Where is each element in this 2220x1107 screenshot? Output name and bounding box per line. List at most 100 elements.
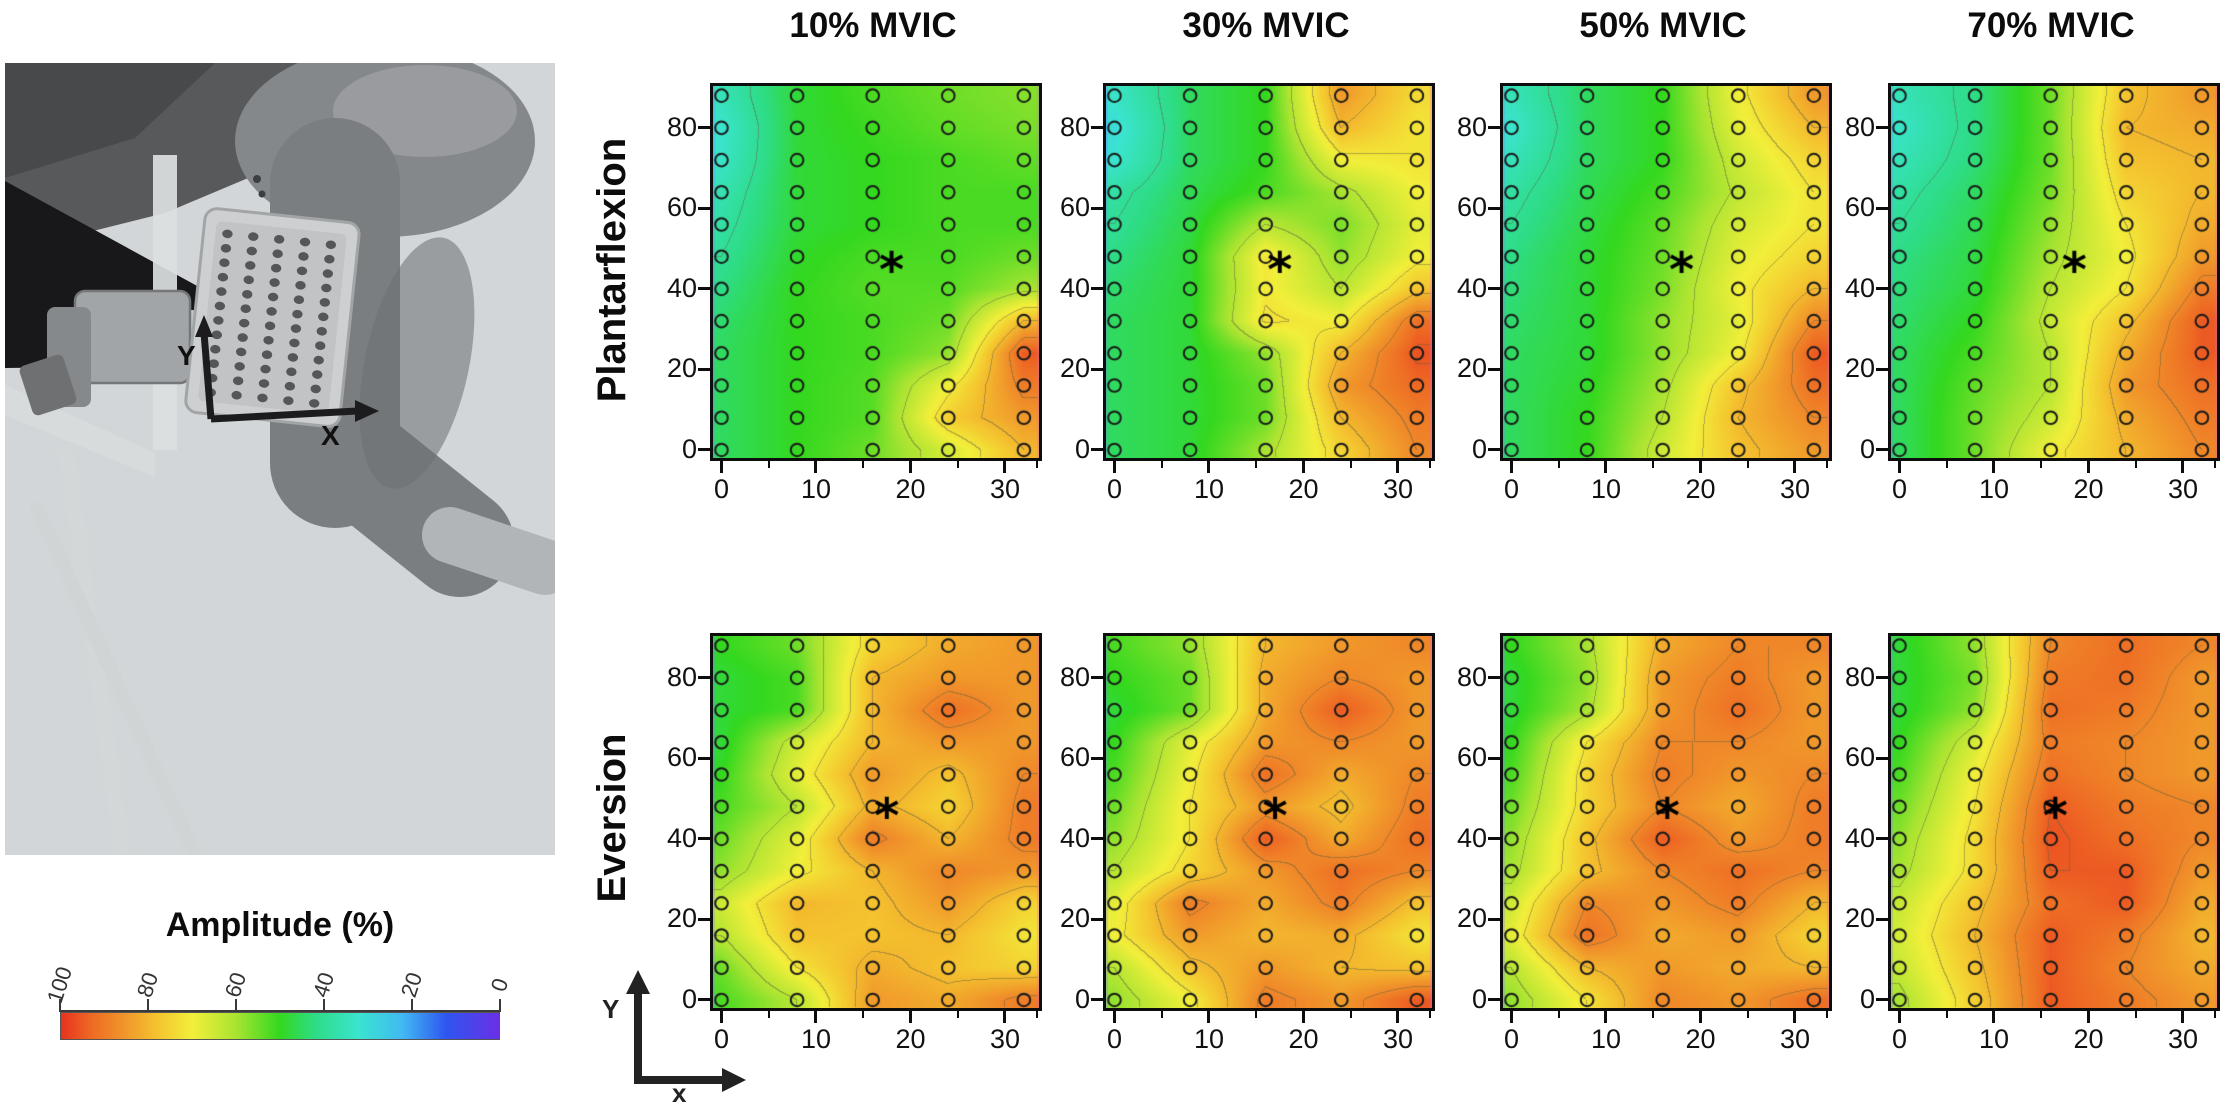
colorbar-tick-mark xyxy=(411,999,413,1012)
y-tick-mark xyxy=(1488,206,1500,210)
y-tick-label: 40 xyxy=(1844,822,1875,853)
colorbar-tick-mark xyxy=(59,999,61,1012)
x-minor-tick-mark xyxy=(1557,461,1560,468)
row-label-eversion: Eversion xyxy=(590,733,634,903)
electrode-grid xyxy=(205,229,337,408)
photo-y-arrow xyxy=(200,332,215,420)
y-tick-mark xyxy=(1091,756,1103,760)
electrode-hole xyxy=(239,318,250,328)
y-tick-mark xyxy=(698,126,710,130)
setup-photo-illustration: Y X xyxy=(5,45,573,858)
x-tick-mark xyxy=(2086,1011,2090,1023)
y-tick-mark xyxy=(1091,287,1103,291)
x-tick-label: 20 xyxy=(2073,1024,2104,1054)
y-tick-label: 80 xyxy=(1844,111,1875,142)
y-tick-label: 0 xyxy=(1471,983,1487,1014)
x-tick-label: 30 xyxy=(989,474,1020,504)
x-tick-label: 30 xyxy=(1382,474,1413,504)
electrode-hole xyxy=(319,298,331,307)
x-minor-tick-mark xyxy=(1255,461,1258,468)
y-tick-label: 0 xyxy=(1471,433,1487,464)
x-minor-tick-mark xyxy=(1945,461,1948,468)
x-minor-tick-mark xyxy=(862,461,865,468)
electrode-hole xyxy=(295,280,306,290)
icon-x-label: x xyxy=(672,1078,687,1102)
colorbar-tick-label: 20 xyxy=(395,969,428,1001)
colorbar-tick-label: 80 xyxy=(131,969,164,1001)
y-tick-mark xyxy=(1876,917,1888,921)
photo-y-arrowhead xyxy=(195,315,213,337)
y-tick-mark xyxy=(1488,676,1500,680)
electrode-hole xyxy=(232,376,244,386)
electrode-patch xyxy=(184,207,361,428)
y-tick-label: 40 xyxy=(1456,822,1487,853)
x-tick-mark xyxy=(1207,461,1211,473)
electrode-hole xyxy=(248,232,259,241)
y-tick-label: 60 xyxy=(1456,192,1487,223)
y-tick-mark xyxy=(1091,998,1103,1002)
electrode-hole xyxy=(292,309,303,319)
colorbar-tick-label: 0 xyxy=(485,975,514,995)
y-tick-label: 60 xyxy=(1844,192,1875,223)
electrode-hole xyxy=(231,390,242,400)
x-tick-mark xyxy=(720,1011,723,1023)
heatmap-canvas xyxy=(1106,636,1432,1008)
electrode-hole xyxy=(211,330,223,340)
y-tick-mark xyxy=(1876,756,1888,760)
x-minor-tick-mark xyxy=(1160,461,1163,468)
electrode-hole xyxy=(217,272,229,282)
x-minor-tick-mark xyxy=(2040,1011,2043,1018)
x-minor-tick-mark xyxy=(2214,1011,2217,1018)
x-tick-mark xyxy=(1992,1011,1996,1023)
x-tick-mark xyxy=(1698,1011,1702,1023)
y-tick-label: 0 xyxy=(681,983,697,1014)
x-tick-label: 30 xyxy=(2167,1024,2198,1054)
electrode-hole xyxy=(270,263,282,273)
x-tick-label: 0 xyxy=(1891,1024,1908,1054)
y-tick-label: 40 xyxy=(666,822,697,853)
x-minor-tick-mark xyxy=(1652,1011,1655,1018)
x-minor-tick-mark xyxy=(1036,1011,1039,1018)
x-tick-label: 30 xyxy=(2167,474,2198,504)
y-tick-mark xyxy=(1876,837,1888,841)
x-tick-label: 10 xyxy=(1590,1024,1621,1054)
y-tick-label: 60 xyxy=(1844,742,1875,773)
x-tick-mark xyxy=(1698,461,1702,473)
y-tick-mark xyxy=(698,367,710,371)
x-tick-label: 20 xyxy=(895,1024,926,1054)
x-tick-mark xyxy=(1396,461,1400,473)
y-tick-label: 20 xyxy=(1456,903,1487,934)
y-tick-label: 80 xyxy=(1059,661,1090,692)
x-tick-mark xyxy=(908,461,912,473)
electrode-hole xyxy=(219,258,230,268)
x-tick-mark xyxy=(814,461,818,473)
y-tick-label: 60 xyxy=(666,742,697,773)
row-label-plantarflexion: Plantarflexion xyxy=(590,137,634,403)
xy-axis-icon-drawing: Y x xyxy=(602,970,746,1107)
y-tick-mark xyxy=(1091,837,1103,841)
x-tick-label: 0 xyxy=(1891,474,1908,504)
x-minor-tick-mark xyxy=(1429,461,1432,468)
x-tick-mark xyxy=(1992,461,1996,473)
electrode-hole xyxy=(220,243,232,253)
y-tick-label: 40 xyxy=(1844,272,1875,303)
electrode-hole xyxy=(289,338,300,348)
electrode-hole xyxy=(237,333,248,342)
x-minor-tick-mark xyxy=(1557,1011,1560,1018)
x-tick-label: 0 xyxy=(713,474,730,504)
electrode-hole xyxy=(264,321,276,331)
x-tick-mark xyxy=(720,461,723,473)
y-tick-mark xyxy=(698,917,710,921)
y-tick-mark xyxy=(1488,448,1500,452)
electrode-hole xyxy=(208,359,219,368)
heatmap-canvas xyxy=(1503,636,1829,1008)
electrode-hole xyxy=(216,287,227,296)
electrode-hole xyxy=(235,347,247,357)
y-tick-mark xyxy=(1876,676,1888,680)
y-tick-mark xyxy=(1488,287,1500,291)
photo-x-arrowhead xyxy=(355,400,379,422)
electrode-hole xyxy=(266,307,277,316)
y-tick-label: 0 xyxy=(1074,433,1090,464)
x-minor-tick-mark xyxy=(2040,461,2043,468)
x-tick-label: 20 xyxy=(1685,1024,1716,1054)
